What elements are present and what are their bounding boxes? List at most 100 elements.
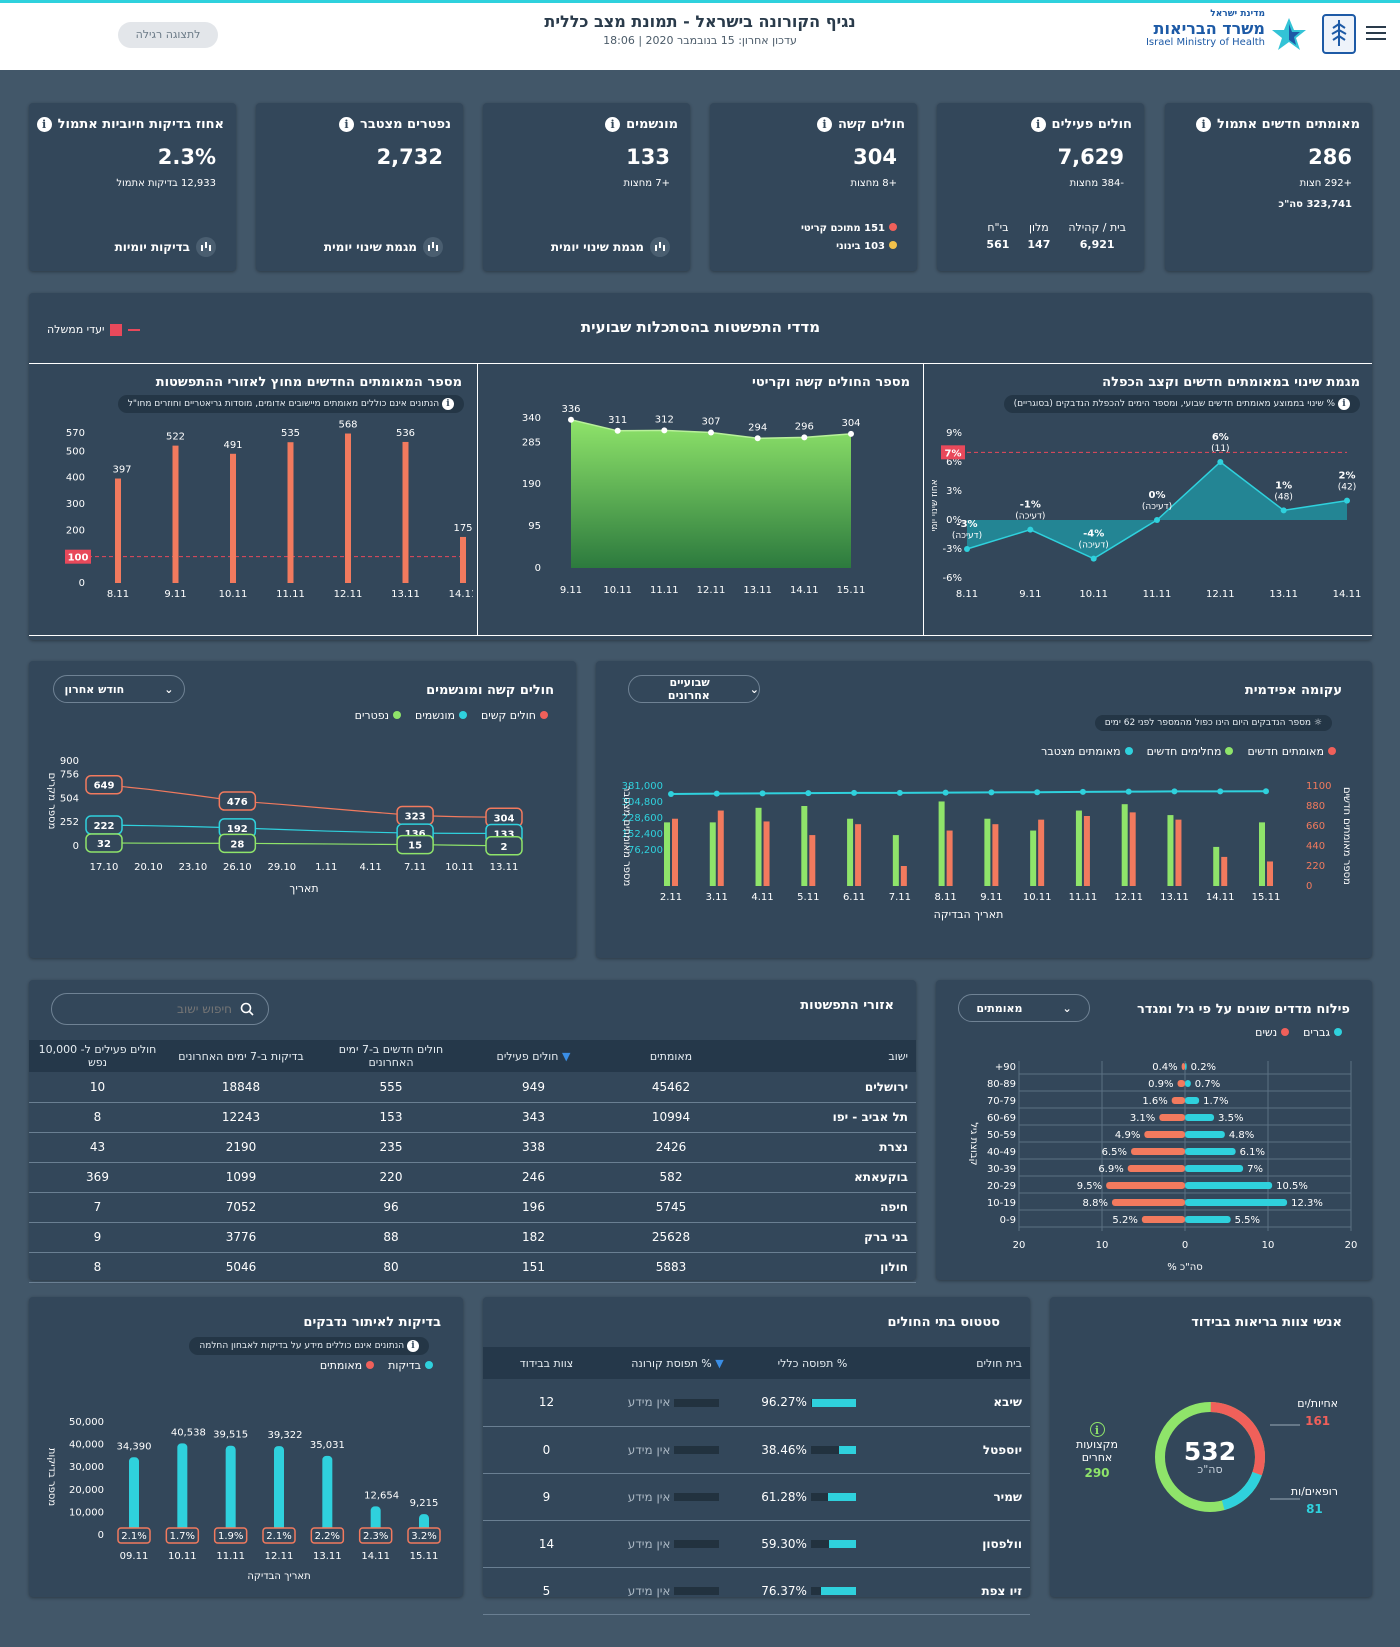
- kpi-sub: +292 חצות: [1299, 178, 1352, 189]
- table-row[interactable]: חיפה 5745 196 96 7052 7: [29, 1192, 916, 1223]
- data-label: 296: [795, 421, 814, 432]
- x-tick-label: 11.11: [276, 589, 305, 600]
- col-header[interactable]: בית חולים: [880, 1347, 1030, 1379]
- bar-recovered: [1259, 822, 1265, 886]
- table-cell: בוקעאתא: [741, 1162, 916, 1193]
- table-cell: ירושלים: [741, 1072, 916, 1103]
- info-icon[interactable]: i: [1338, 398, 1350, 410]
- data-label: 0.7%: [1195, 1079, 1220, 1090]
- page-header: מדינת ישראל משרד הבריאות Israel Ministry…: [0, 0, 1400, 70]
- daily-tests-button[interactable]: בדיקות יומיות: [115, 237, 216, 257]
- table-row[interactable]: חולון 5883 151 80 5046 8: [29, 1252, 916, 1283]
- y-tick-left: 152,400: [622, 829, 663, 840]
- hospital-name: זיו צפת: [880, 1567, 1030, 1615]
- info-icon[interactable]: i: [1030, 117, 1046, 132]
- tests-chart: 50,000 40,000 30,000 20,000 10,000 0 34,390 2.1…: [46, 1417, 441, 1582]
- epi-period-dropdown[interactable]: שבועיים אחרונים ⌄: [628, 675, 760, 703]
- col-header[interactable]: בדיקות ב-7 ימים האחרונים: [166, 1040, 316, 1072]
- info-icon[interactable]: i: [1089, 1422, 1105, 1437]
- table-row[interactable]: יוספטל 38.46% אין מידע 0: [483, 1426, 1030, 1474]
- table-cell: 8: [29, 1102, 166, 1133]
- table-row[interactable]: שמיר 61.28% אין מידע 9: [483, 1473, 1030, 1521]
- bar-men: [1185, 1148, 1236, 1155]
- data-point: [1154, 517, 1160, 523]
- info-icon[interactable]: i: [816, 117, 832, 132]
- hospital-name: וולפסון: [880, 1520, 1030, 1568]
- table-cell: 12243: [166, 1102, 316, 1133]
- bar-women: [1177, 1080, 1185, 1087]
- table-cell: 151: [466, 1252, 601, 1283]
- bar-men: [1185, 1165, 1244, 1172]
- doubling-label: (11): [1211, 444, 1229, 454]
- table-cell: 5883: [601, 1252, 741, 1283]
- data-label: 1.6%: [1142, 1096, 1167, 1107]
- bar-men: [1185, 1063, 1187, 1070]
- data-label: 0.9%: [1148, 1079, 1173, 1090]
- x-tick-label: 13.11: [743, 585, 772, 596]
- kpi-value: 133: [626, 145, 670, 169]
- regular-view-button[interactable]: לתצוגה רגילה: [118, 22, 218, 48]
- bar: [177, 1443, 188, 1535]
- ministry-name-en: Israel Ministry of Health: [1145, 37, 1265, 49]
- info-icon[interactable]: i: [339, 117, 355, 132]
- table-row[interactable]: תל אביב - יפו 10994 343 153 12243 8: [29, 1102, 916, 1133]
- data-label: -1%: [1020, 500, 1041, 511]
- table-row[interactable]: בוקעאתא 582 246 220 1099 369: [29, 1162, 916, 1193]
- x-tick-label: 10: [1096, 1240, 1109, 1251]
- kpi-sub: +8 מחצות: [850, 178, 898, 189]
- menu-icon[interactable]: [1366, 26, 1386, 40]
- info-icon[interactable]: i: [605, 117, 621, 132]
- severe-week-chart: 340 285 190 95 0 336 9.11 311 10.11 312 11.11 307 12…: [522, 404, 865, 596]
- data-point: [1171, 788, 1178, 795]
- col-header[interactable]: מאומתים: [601, 1040, 741, 1072]
- y-axis-right: מספר מאומתים חדשים: [1341, 787, 1352, 885]
- table-row[interactable]: שיבא 96.27% אין מידע 12: [483, 1379, 1030, 1427]
- col-header[interactable]: % תפוסה כללי: [745, 1347, 880, 1379]
- col-header[interactable]: חולים פעילים ל- 10,000 נפש: [29, 1040, 166, 1072]
- search-input[interactable]: [82, 1002, 232, 1016]
- col-header[interactable]: חולים חדשים ב-7 ימים האחרונים: [316, 1040, 466, 1072]
- series-line: [103, 784, 505, 818]
- daily-trend-button[interactable]: מגמת שינוי יומית: [324, 237, 443, 257]
- y-tick-label: 900: [60, 756, 79, 767]
- table-cell: 25628: [601, 1222, 741, 1253]
- age-metric-dropdown[interactable]: מאומתים ⌄: [958, 994, 1090, 1022]
- bar: [172, 445, 179, 583]
- data-label: 0.2%: [1191, 1062, 1216, 1073]
- table-row[interactable]: נצרת 2426 338 235 2190 43: [29, 1132, 916, 1163]
- col-header[interactable]: ישוב: [741, 1040, 916, 1072]
- bar-new: [763, 821, 770, 886]
- y-tick-label: 20,000: [69, 1485, 104, 1496]
- info-icon[interactable]: i: [36, 117, 52, 132]
- table-cell: 3776: [166, 1222, 316, 1253]
- doubling-label: (48): [1274, 492, 1292, 502]
- bar: [115, 478, 121, 583]
- table-row[interactable]: זיו צפת 76.37% אין מידע 5: [483, 1567, 1030, 1615]
- table-cell: 153: [316, 1102, 466, 1133]
- tests-section: בדיקות לאיתור נדבקים i הנתונים אינם כולל…: [29, 1297, 463, 1597]
- data-label: 307: [701, 417, 720, 428]
- info-icon[interactable]: i: [407, 1340, 419, 1352]
- col-header[interactable]: ▼ חולים פעילים: [466, 1040, 601, 1072]
- kpi-col-label: מלון: [1029, 221, 1049, 234]
- severe-period-dropdown[interactable]: חודש אחרון ⌄: [53, 675, 185, 703]
- data-label: 34,390: [117, 1441, 152, 1452]
- col-header[interactable]: ▼ % תפוסת קורונה: [610, 1347, 745, 1379]
- table-row[interactable]: בני ברק 25628 182 88 3776 9: [29, 1222, 916, 1253]
- city-search[interactable]: [51, 993, 269, 1025]
- info-icon[interactable]: i: [442, 398, 454, 410]
- kpi-col-value: 6,921: [1079, 238, 1115, 251]
- info-icon[interactable]: i: [1196, 117, 1212, 132]
- col-header[interactable]: צוות בבידוד: [483, 1347, 610, 1379]
- legend-item: נשים: [1255, 1026, 1290, 1039]
- table-row[interactable]: ירושלים 45462 949 555 18848 10: [29, 1072, 916, 1103]
- daily-trend-button[interactable]: מגמת שינוי יומית: [551, 237, 670, 257]
- outside-chart: 570 500 400 300 200 0 100 397 8.11 522 9.11 491 10.1…: [65, 420, 473, 600]
- data-label: 133: [494, 829, 515, 840]
- table-row[interactable]: וולפסון 59.30% אין מידע 14: [483, 1520, 1030, 1568]
- bar-women: [1131, 1148, 1185, 1155]
- positive-label: 2.3%: [363, 1531, 388, 1542]
- age-group-label: 30-39: [987, 1164, 1016, 1175]
- data-point: [614, 427, 621, 434]
- data-point: [1125, 788, 1132, 795]
